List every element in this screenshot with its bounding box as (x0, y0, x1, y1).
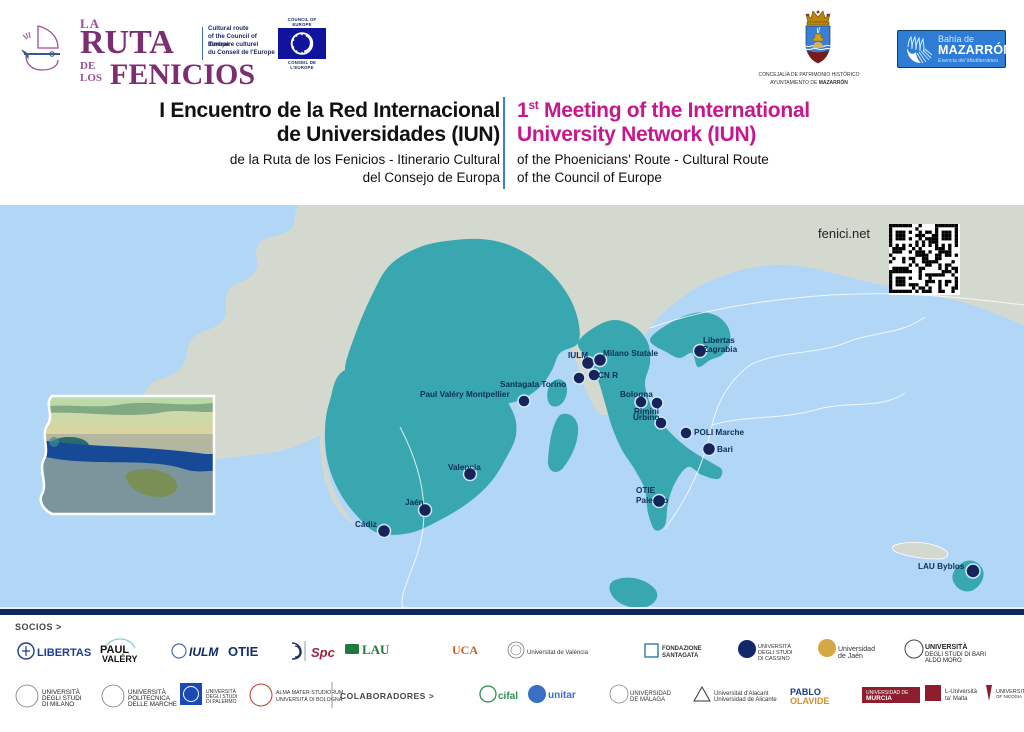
svg-text:cifal: cifal (498, 691, 518, 702)
svg-text:ALMA MATER STUDIORUM: ALMA MATER STUDIORUM (276, 690, 343, 696)
svg-text:LIBERTAS: LIBERTAS (37, 647, 91, 659)
svg-text:DI MILANO: DI MILANO (42, 701, 74, 708)
svg-text:DI CASSINO: DI CASSINO (758, 656, 791, 662)
svg-text:Palermo: Palermo (636, 496, 668, 505)
svg-text:DI PALERMO: DI PALERMO (206, 699, 237, 705)
svg-text:Spc: Spc (311, 645, 336, 660)
svg-text:LAU: LAU (362, 642, 390, 657)
svg-text:SANTAGATA: SANTAGATA (662, 653, 699, 659)
svg-text:LAU Byblos: LAU Byblos (918, 562, 965, 571)
svg-text:OLAVIDE: OLAVIDE (790, 696, 829, 706)
svg-text:VALÉRY: VALÉRY (102, 654, 138, 664)
svg-text:Milano Statale: Milano Statale (603, 349, 658, 358)
svg-text:Cádiz: Cádiz (355, 520, 377, 529)
svg-text:Universidad de Alicante: Universidad de Alicante (714, 697, 777, 703)
svg-text:ALDO MORO: ALDO MORO (925, 658, 962, 664)
svg-text:IULM: IULM (189, 645, 219, 659)
svg-text:CN R: CN R (598, 371, 618, 380)
svg-text:FONDAZIONE: FONDAZIONE (662, 646, 702, 652)
svg-text:de Jaén: de Jaén (838, 653, 863, 660)
svg-text:ta' Malta: ta' Malta (945, 696, 968, 702)
svg-text:Libertas: Libertas (703, 336, 735, 345)
svg-text:UNIVERSITÀ DI BOLOGNA: UNIVERSITÀ DI BOLOGNA (276, 696, 343, 703)
svg-text:fenici.net: fenici.net (818, 226, 870, 241)
svg-text:Urbino: Urbino (633, 413, 659, 422)
svg-text:DE MÁLAGA: DE MÁLAGA (630, 696, 665, 703)
svg-text:Santagata Torino: Santagata Torino (500, 380, 566, 389)
svg-text:COLABORADORES >: COLABORADORES > (340, 691, 434, 701)
svg-text:Universitat de València: Universitat de València (527, 650, 589, 656)
svg-text:Jaén: Jaén (405, 498, 424, 507)
svg-text:OF NICOSIA: OF NICOSIA (996, 694, 1022, 699)
svg-text:UNIVERSITÀ: UNIVERSITÀ (758, 643, 791, 650)
svg-text:Bari: Bari (717, 445, 733, 454)
svg-text:IULM: IULM (568, 351, 588, 360)
svg-text:POLI Marche: POLI Marche (694, 428, 744, 437)
svg-text:L-Università: L-Università (945, 689, 978, 695)
svg-text:Universidad: Universidad (838, 646, 875, 653)
svg-text:DELLE MARCHE: DELLE MARCHE (128, 701, 177, 708)
svg-text:UCA: UCA (452, 643, 478, 657)
svg-text:Valencia: Valencia (448, 463, 481, 472)
svg-text:OTIE: OTIE (228, 644, 259, 659)
svg-text:MURCIA: MURCIA (866, 695, 892, 702)
svg-text:Paul Valéry Montpellier: Paul Valéry Montpellier (420, 390, 510, 399)
svg-text:unitar: unitar (548, 690, 576, 701)
svg-text:OTIE: OTIE (636, 486, 656, 495)
svg-text:Zagrabia: Zagrabia (703, 345, 738, 354)
svg-text:UNIVERSITÀ: UNIVERSITÀ (925, 642, 967, 651)
svg-text:Bologna: Bologna (620, 390, 653, 399)
